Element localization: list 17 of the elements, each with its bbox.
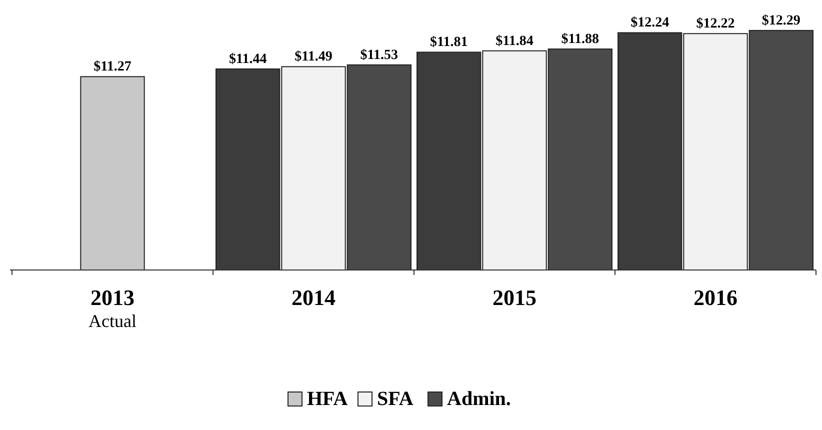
- data-label: $12.22: [696, 16, 735, 32]
- data-label: $11.88: [561, 32, 600, 48]
- data-label: $11.27: [94, 60, 132, 75]
- legend-label: Admin.: [447, 388, 511, 410]
- legend-label: HFA: [307, 388, 348, 410]
- x-tick-label: 2016: [694, 285, 738, 310]
- data-label: $11.44: [228, 52, 267, 67]
- x-tick-label: 2013 Actual: [88, 285, 136, 331]
- data-label: $11.53: [360, 48, 398, 63]
- data-label: $12.29: [762, 13, 800, 28]
- legend-label: SFA: [377, 388, 414, 410]
- data-label: $11.49: [294, 50, 332, 65]
- x-tick-label: 2015: [492, 285, 536, 310]
- x-tick-label: 2014: [292, 285, 336, 310]
- data-label: $12.24: [630, 16, 670, 31]
- data-label: $11.81: [430, 35, 468, 50]
- data-label: $11.84: [496, 34, 534, 49]
